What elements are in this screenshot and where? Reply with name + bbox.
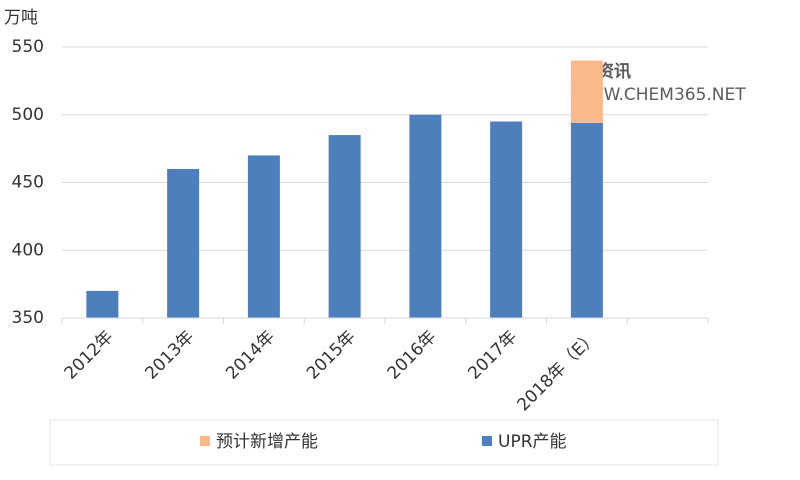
bar: [167, 168, 200, 318]
y-tick-label: 350: [12, 308, 44, 328]
x-tick-label: 2016年: [384, 327, 441, 384]
bar: [570, 60, 603, 123]
legend-swatch: [482, 436, 492, 446]
y-tick-label: 450: [12, 173, 44, 193]
legend-label: UPR产能: [498, 432, 567, 452]
bar: [86, 290, 119, 318]
bar: [409, 114, 442, 318]
x-tick-label: 2013年: [141, 327, 198, 384]
legend-label: 预计新增产能: [216, 432, 318, 452]
y-tick-label: 550: [12, 37, 44, 57]
y-tick-label: 500: [12, 105, 44, 125]
x-tick-label: 2017年: [464, 327, 521, 384]
bar: [570, 122, 603, 318]
bar: [490, 121, 523, 319]
legend-box: [49, 419, 719, 466]
x-tick-label: 2012年: [61, 327, 118, 384]
bar: [247, 155, 280, 318]
y-tick-label: 400: [12, 240, 44, 260]
x-tick-label: 2014年: [222, 327, 279, 384]
legend-swatch: [200, 436, 210, 446]
bar: [328, 135, 361, 318]
y-unit: 万吨: [4, 8, 38, 28]
x-tick-label: 2015年: [303, 327, 360, 384]
watermark: WWW.CHEM365.NET: [570, 85, 746, 105]
x-tick-label: 2018年（E）: [514, 327, 602, 415]
